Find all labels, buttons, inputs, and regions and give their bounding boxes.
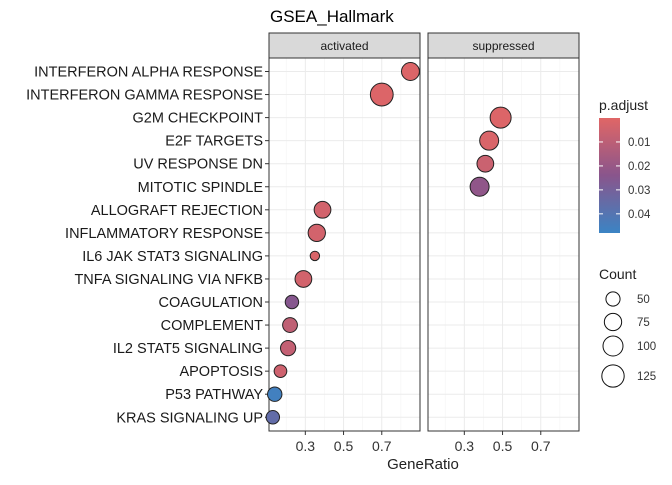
- size-legend-title: Count: [599, 266, 636, 282]
- data-point: [400, 62, 420, 81]
- y-tick-label: MITOTIC SPINDLE: [138, 180, 264, 196]
- size-legend-circle: [601, 364, 625, 388]
- color-legend-title: p.adjust: [599, 97, 648, 113]
- y-tick-label: INTERFERON ALPHA RESPONSE: [34, 65, 263, 81]
- data-point: [265, 410, 281, 425]
- size-legend-circle: [603, 312, 623, 332]
- y-tick-label: E2F TARGETS: [165, 134, 263, 150]
- x-tick-label: 0.5: [493, 438, 513, 454]
- size-legend-circle: [602, 335, 624, 357]
- y-tick-label: APOPTOSIS: [179, 364, 263, 380]
- facet-label: activated: [320, 39, 368, 53]
- data-point: [267, 386, 283, 402]
- data-point: [479, 130, 500, 151]
- size-legend-circle: [605, 291, 621, 307]
- data-point: [282, 317, 298, 333]
- y-tick-label: IL2 STAT5 SIGNALING: [113, 341, 263, 357]
- size-legend-label: 100: [637, 341, 656, 353]
- data-point: [294, 270, 313, 288]
- color-legend-bar: [599, 118, 620, 233]
- panel-border: [268, 57, 421, 432]
- y-tick-label: COMPLEMENT: [161, 318, 263, 334]
- x-tick-label: 0.5: [334, 438, 354, 454]
- x-tick-label: 0.7: [372, 438, 392, 454]
- data-point: [307, 223, 326, 243]
- size-legend-label: 75: [637, 317, 650, 329]
- panel-border: [427, 57, 580, 432]
- data-point: [313, 200, 332, 219]
- y-tick-label: UV RESPONSE DN: [133, 157, 263, 173]
- data-point: [469, 176, 490, 197]
- size-legend-label: 125: [637, 371, 656, 383]
- panel-background: [269, 58, 420, 431]
- chart-title: GSEA_Hallmark: [270, 7, 394, 26]
- color-legend-label: 0.03: [628, 185, 650, 197]
- data-point: [476, 154, 495, 173]
- y-tick-label: ALLOGRAFT REJECTION: [91, 203, 263, 219]
- x-tick-label: 0.3: [455, 438, 475, 454]
- color-legend-label: 0.04: [628, 209, 651, 221]
- x-tick-label: 0.3: [296, 438, 316, 454]
- y-tick-label: INFLAMMATORY RESPONSE: [65, 226, 263, 242]
- y-tick-label: IL6 JAK STAT3 SIGNALING: [82, 249, 263, 265]
- data-point: [369, 82, 394, 107]
- data-point: [309, 250, 321, 262]
- data-point: [279, 339, 297, 357]
- y-tick-label: COAGULATION: [159, 295, 263, 311]
- y-tick-label: KRAS SIGNALING UP: [116, 410, 263, 426]
- x-tick-label: 0.7: [531, 438, 551, 454]
- facet-strip: [268, 32, 421, 59]
- y-tick-label: INTERFERON GAMMA RESPONSE: [26, 88, 263, 104]
- color-legend-label: 0.02: [628, 161, 650, 173]
- color-legend-label: 0.01: [628, 137, 650, 149]
- data-point: [284, 294, 300, 310]
- data-point: [489, 106, 512, 129]
- size-legend-label: 50: [637, 294, 650, 306]
- y-tick-label: TNFA SIGNALING VIA NFKB: [74, 272, 263, 288]
- facet-strip: [427, 32, 580, 59]
- x-axis-label: GeneRatio: [387, 456, 459, 473]
- y-tick-label: P53 PATHWAY: [165, 387, 263, 403]
- facet-label: suppressed: [472, 39, 534, 53]
- y-tick-label: G2M CHECKPOINT: [132, 111, 263, 127]
- data-point: [273, 364, 288, 378]
